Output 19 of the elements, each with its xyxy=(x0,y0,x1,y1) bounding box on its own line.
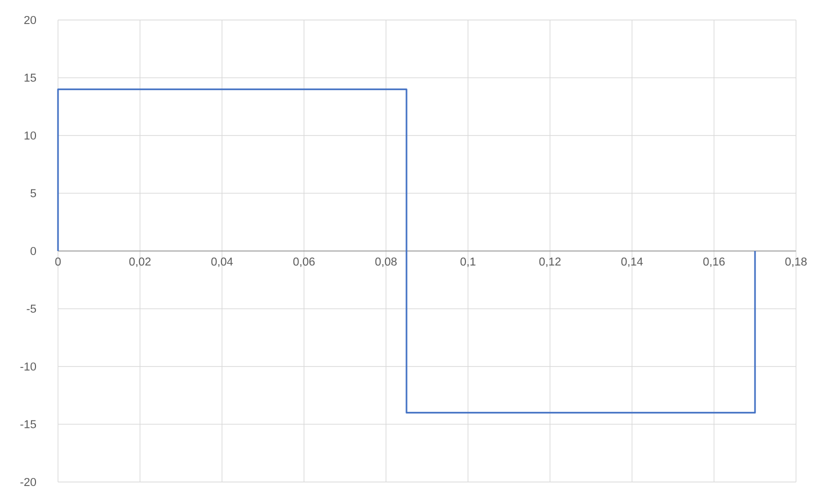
x-tick-label: 0,1 xyxy=(460,258,476,267)
x-tick-label: 0 xyxy=(55,258,61,266)
y-tick-label: 15 xyxy=(24,74,36,82)
x-tick-label: 0,06 xyxy=(293,258,315,267)
x-tick-label: 0,16 xyxy=(703,258,725,267)
y-tick-label: 10 xyxy=(24,131,36,140)
x-tick-label: 0,04 xyxy=(211,258,233,267)
y-tick-label: 20 xyxy=(24,16,36,24)
y-tick-label: -20 xyxy=(20,478,36,486)
x-tick-label: 0,18 xyxy=(785,258,807,267)
y-tick-label: 5 xyxy=(30,189,36,198)
y-tick-label: 0 xyxy=(30,246,36,256)
x-tick-label: 0,02 xyxy=(129,258,151,267)
y-tick-label: -15 xyxy=(20,420,36,428)
x-tick-label: 0,12 xyxy=(539,258,561,267)
x-tick-label: 0,08 xyxy=(375,258,397,267)
y-tick-label: -5 xyxy=(26,304,36,313)
y-tick-label: -10 xyxy=(20,362,36,371)
x-tick-label: 0,14 xyxy=(621,258,643,267)
